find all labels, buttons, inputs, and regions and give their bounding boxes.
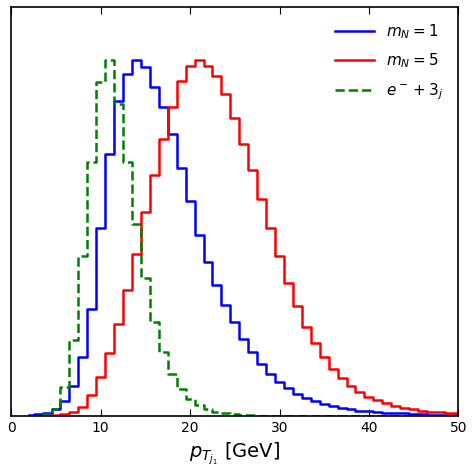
X-axis label: $p_{T_{j_1}}$ [GeV]: $p_{T_{j_1}}$ [GeV] — [189, 440, 280, 467]
Legend: $m_N = 1$, $m_N = 5$, $e^- + 3_j$: $m_N = 1$, $m_N = 5$, $e^- + 3_j$ — [328, 15, 451, 109]
